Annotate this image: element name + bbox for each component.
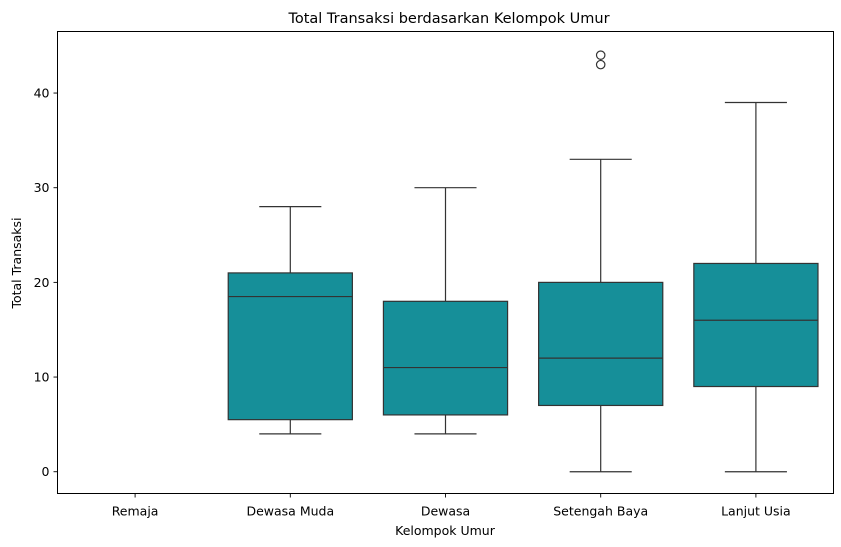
y-tick-label: 30: [34, 180, 50, 195]
x-tick-label: Setengah Baya: [553, 504, 648, 519]
box-iqr: [538, 281, 664, 407]
outlier-point: [595, 59, 606, 70]
y-axis-label: Total Transaksi: [9, 217, 24, 309]
box-group: [538, 50, 664, 473]
x-tick-label: Lanjut Usia: [721, 504, 791, 519]
box-iqr: [227, 272, 353, 421]
chart-title: Total Transaksi berdasarkan Kelompok Umu…: [287, 11, 609, 27]
x-axis: Remaja Dewasa Muda Dewasa Setengah Baya Lanj…: [112, 493, 791, 519]
box-group: [693, 101, 819, 473]
plot-area-frame: [57, 31, 834, 494]
x-tick-label: Dewasa: [421, 504, 470, 519]
y-tick-label: 10: [34, 370, 50, 385]
box-group: [227, 206, 353, 435]
x-axis-label: Kelompok Umur: [395, 523, 496, 538]
y-tick-label: 40: [34, 86, 50, 101]
y-tick-label: 20: [34, 275, 50, 290]
y-axis: 0 10 20 30 40: [34, 86, 58, 479]
y-tick-label: 0: [42, 464, 50, 479]
box-iqr: [382, 300, 509, 416]
x-tick-label: Dewasa Muda: [246, 504, 334, 519]
outlier-point: [595, 50, 606, 60]
box-iqr: [693, 262, 819, 388]
x-tick-label: Remaja: [112, 504, 159, 519]
chart-marks: [227, 50, 819, 473]
box-group: [382, 187, 509, 435]
